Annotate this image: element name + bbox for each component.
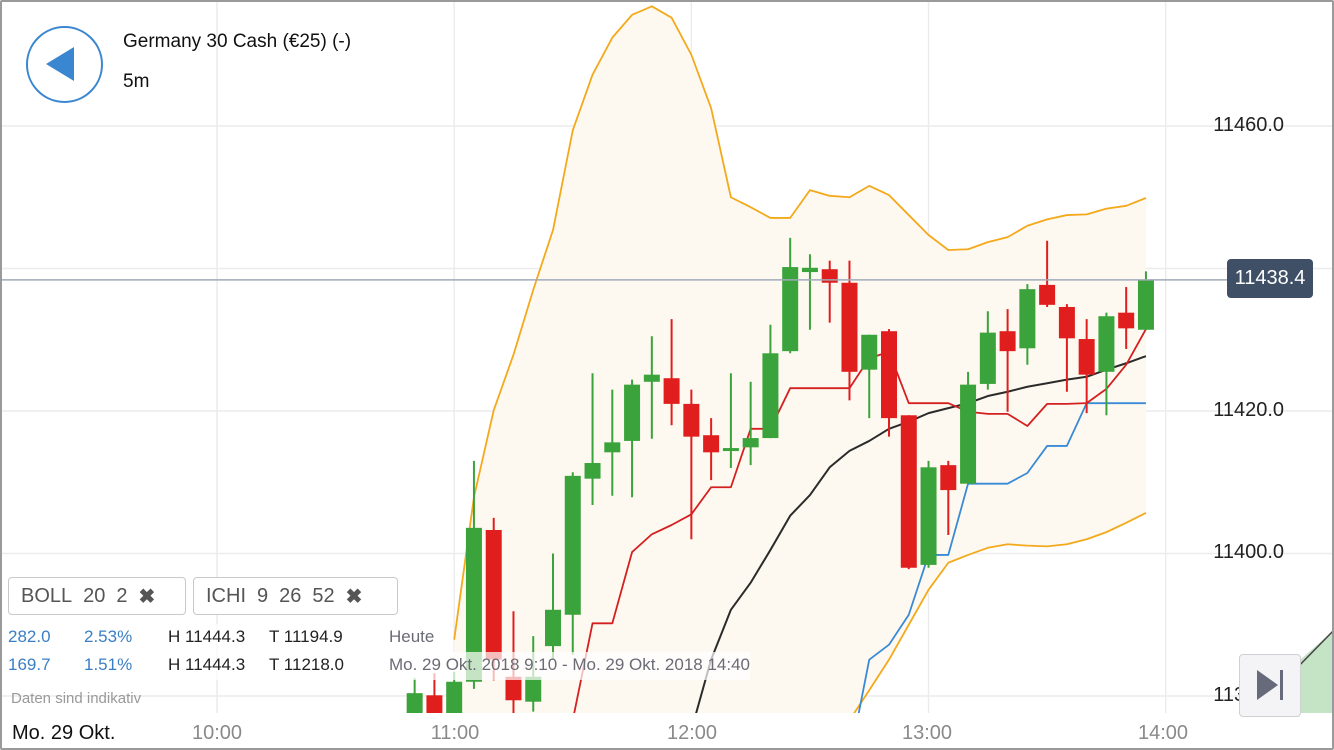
candle-body-up [406,693,423,713]
stats-row-today: 282.0 2.53% H 11444.3 T 11194.9 Heute [8,624,435,652]
candle-body-up [604,442,621,453]
indicator-param: 20 [83,584,106,607]
back-button[interactable] [26,26,103,103]
indicator-param: 52 [312,584,335,607]
candles [406,237,1154,713]
change-percent: 2.53% [84,627,133,646]
candle-body-up [762,353,779,439]
skip-to-end-icon-bar [1280,670,1283,700]
scroll-to-end-button[interactable] [1239,654,1301,717]
x-tick-label: 11:00 [430,722,480,744]
candle-body-down [881,331,898,419]
stats-panel: 282.0 2.53% H 11444.3 T 11194.9 Heute 169.7 1… [8,624,750,680]
change-value: 169.7 [8,655,51,674]
skip-to-end-icon [1257,670,1278,700]
candle-body-up [920,467,937,565]
candle-body-up [643,374,660,382]
indicator-param: 2 [116,584,128,607]
candle-body-up [465,527,482,682]
bollinger-upper-line [453,5,1147,640]
disclaimer: Daten sind indikativ [11,690,142,707]
low-value: T 11194.9 [269,627,343,646]
candle-body-down [999,331,1016,352]
candle-body-up [584,463,601,479]
x-tick-label: 12:00 [666,722,718,744]
ichimoku-black-line [695,355,1147,713]
candle-body-down [1039,284,1056,305]
candle-body-down [663,378,680,404]
x-tick-label: 13:00 [901,722,953,744]
period-label: Mo. 29 Okt. 2018 9:10 - Mo. 29 Okt. 2018… [389,655,750,674]
change-percent: 1.51% [84,655,133,674]
y-tick-label: 11460.0 [1213,114,1284,136]
candle-body-up [960,384,977,484]
x-axis: Mo. 29 Okt. 10:00 11:00 12:00 13:00 14:0… [0,713,1334,750]
candle-body-up [545,609,562,647]
y-tick-label: 11400.0 [1213,541,1284,563]
candle-body-up [564,475,581,615]
candle-body-up [1019,289,1036,349]
ichimoku-blue-line [857,402,1146,713]
candle-body-down [683,403,700,437]
candle-body-up [1098,316,1115,372]
indicator-chip-ichi[interactable]: ICHI 9 26 52 ✖ [193,577,398,615]
candle-body-down [841,282,858,372]
date-label: Mo. 29 Okt. [12,722,116,744]
candle-body-up [782,267,799,352]
period-label: Heute [389,627,435,646]
candle-body-up [861,334,878,370]
candle-body-down [1118,312,1135,329]
current-price-tag: 11438.4 [1227,259,1313,298]
price-chart[interactable] [0,0,1334,713]
indicator-name: ICHI [206,584,246,607]
candle-body-up [801,267,818,273]
instrument-title: Germany 30 Cash (€25) (-) [123,31,352,52]
indicator-lines [453,5,1147,713]
high-value: H 11444.3 [168,655,246,674]
candle-body-down [703,435,720,453]
indicator-name: BOLL [21,584,73,607]
interval-label: 5m [123,71,150,92]
candle-body-up [979,332,996,384]
bollinger-band-area [454,6,1146,713]
x-tick-label: 10:00 [191,722,243,744]
change-value: 282.0 [8,627,51,646]
candle-body-up [722,448,739,452]
candle-body-down [1078,339,1095,375]
indicator-param: 9 [257,584,269,607]
candle-body-up [446,681,463,713]
candle-body-up [742,438,759,448]
low-value: T 11218.0 [269,655,344,674]
candle-body-down [940,465,957,491]
y-tick-label: 11420.0 [1213,399,1284,421]
candle-body-down [1058,306,1075,339]
candle-body-down [900,415,917,568]
high-value: H 11444.3 [168,627,246,646]
candle-body-down [426,695,443,713]
candle-body-up [525,676,542,702]
close-icon[interactable]: ✖ [138,585,156,608]
triangle-left-icon [46,47,74,81]
close-icon[interactable]: ✖ [345,585,363,608]
candle-body-up [624,384,641,441]
indicator-chip-boll[interactable]: BOLL 20 2 ✖ [8,577,186,615]
indicator-param: 26 [279,584,302,607]
x-tick-label: 14:00 [1137,722,1189,744]
candle-body-down [505,676,522,701]
bollinger-fill [454,6,1146,713]
candle-body-down [485,529,502,660]
stats-row-range: 169.7 1.51% H 11444.3 T 11218.0 Mo. 29 Okt. … [8,652,750,680]
bollinger-lower-line [853,512,1147,713]
ichimoku-red-line [573,328,1147,713]
ichimoku-cloud-area [1300,630,1334,713]
candle-body-up [1137,279,1154,330]
candle-body-down [821,269,838,283]
